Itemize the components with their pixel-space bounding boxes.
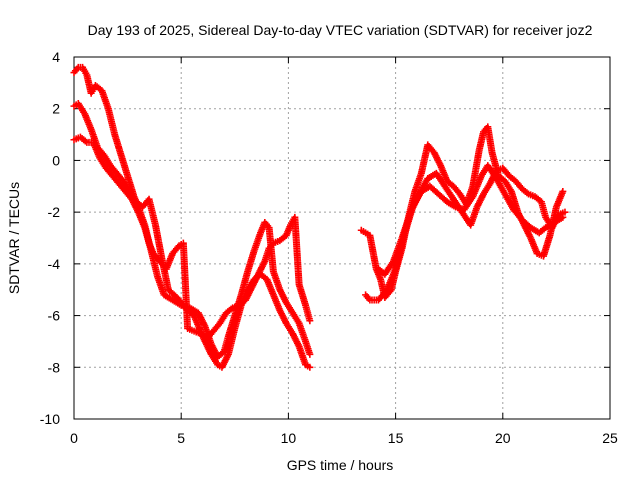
plot-frame — [73, 56, 611, 420]
y-tick-label: 2 — [52, 101, 60, 117]
data-point — [306, 350, 314, 358]
x-tick-label: 20 — [495, 430, 511, 446]
y-tick-label: -6 — [48, 308, 61, 324]
x-tick-label: 15 — [388, 430, 404, 446]
y-tick-label: -4 — [48, 256, 61, 272]
y-tick-label: -10 — [40, 411, 60, 427]
axis-ticks: 0 5 10 15 20 25 -10 -8 -6 -4 -2 0 2 4 — [40, 49, 618, 446]
x-tick-label: 25 — [602, 430, 618, 446]
data-point — [559, 187, 567, 195]
data-point — [561, 208, 569, 216]
y-tick-label: -2 — [48, 204, 61, 220]
y-tick-label: -8 — [48, 359, 61, 375]
x-axis-label: GPS time / hours — [287, 457, 394, 473]
data-points — [70, 63, 569, 371]
x-tick-label: 5 — [177, 430, 185, 446]
y-tick-label: 0 — [52, 152, 60, 168]
data-point — [306, 317, 314, 325]
x-tick-label: 10 — [281, 430, 297, 446]
x-tick-label: 0 — [70, 430, 78, 446]
chart-title: Day 193 of 2025, Sidereal Day-to-day VTE… — [88, 22, 593, 38]
data-point — [306, 363, 314, 371]
y-tick-label: 4 — [52, 49, 60, 65]
y-axis-label: SDTVAR / TECUs — [6, 182, 22, 294]
